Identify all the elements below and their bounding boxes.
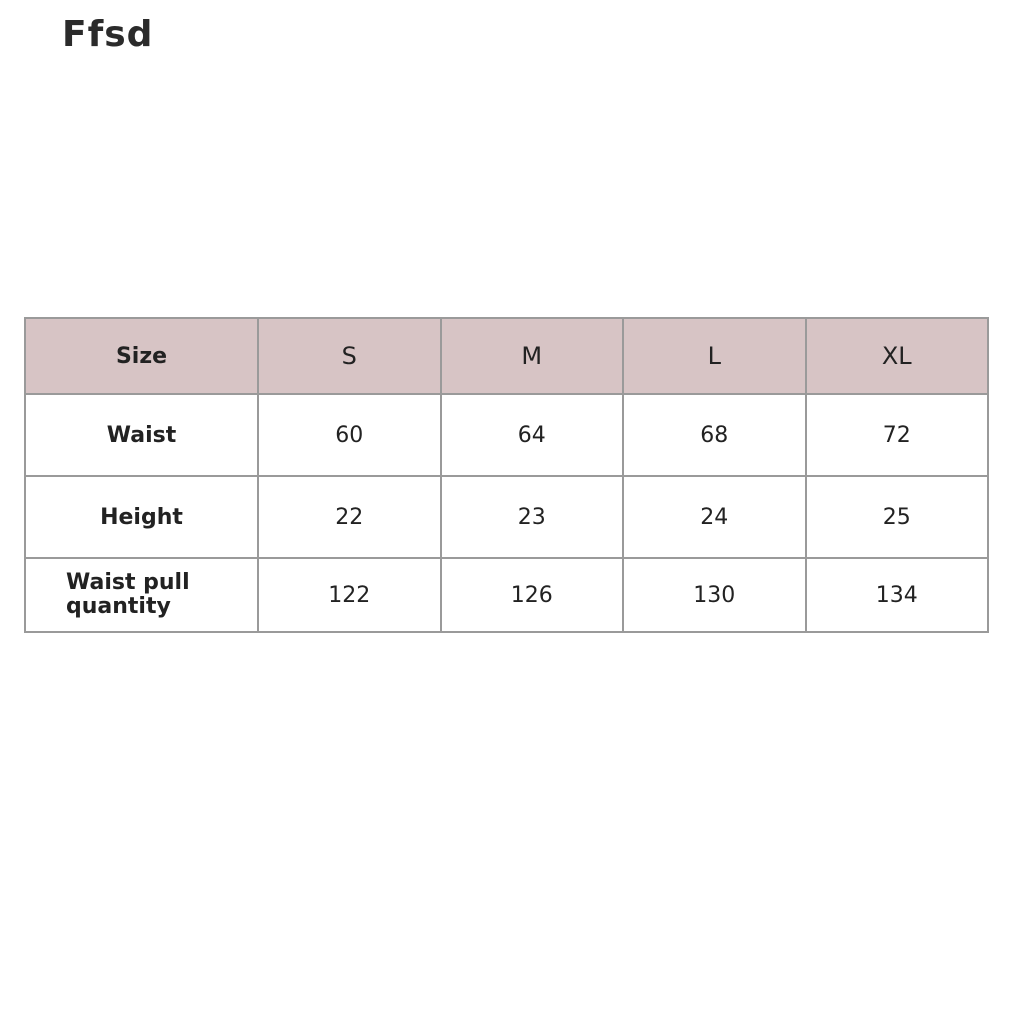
table-cell: 64 bbox=[439, 393, 624, 477]
table-cell: 60 bbox=[257, 393, 442, 477]
table-cell: 126 bbox=[439, 557, 624, 633]
row-label: Waist bbox=[24, 393, 259, 477]
header-cell-size: Size bbox=[24, 317, 259, 395]
table-cell: 23 bbox=[439, 475, 624, 559]
table-row: Waist pull quantity 122 126 130 134 bbox=[24, 557, 989, 633]
header-cell: S bbox=[257, 317, 442, 395]
row-label: Waist pull quantity bbox=[24, 557, 259, 633]
header-cell: XL bbox=[804, 317, 989, 395]
row-label: Height bbox=[24, 475, 259, 559]
header-cell: M bbox=[439, 317, 624, 395]
table-cell: 24 bbox=[622, 475, 807, 559]
table-cell: 25 bbox=[804, 475, 989, 559]
table-cell: 122 bbox=[257, 557, 442, 633]
brand-logo-text: Ffsd bbox=[62, 14, 154, 55]
table-cell: 134 bbox=[804, 557, 989, 633]
header-cell: L bbox=[622, 317, 807, 395]
table-row: Waist 60 64 68 72 bbox=[24, 393, 989, 477]
table-header-row: Size S M L XL bbox=[24, 317, 989, 395]
size-chart-table: Size S M L XL Waist 60 64 68 72 Height 2… bbox=[24, 317, 989, 633]
table-row: Height 22 23 24 25 bbox=[24, 475, 989, 559]
table-cell: 68 bbox=[622, 393, 807, 477]
table-cell: 130 bbox=[622, 557, 807, 633]
table-cell: 22 bbox=[257, 475, 442, 559]
table-cell: 72 bbox=[804, 393, 989, 477]
